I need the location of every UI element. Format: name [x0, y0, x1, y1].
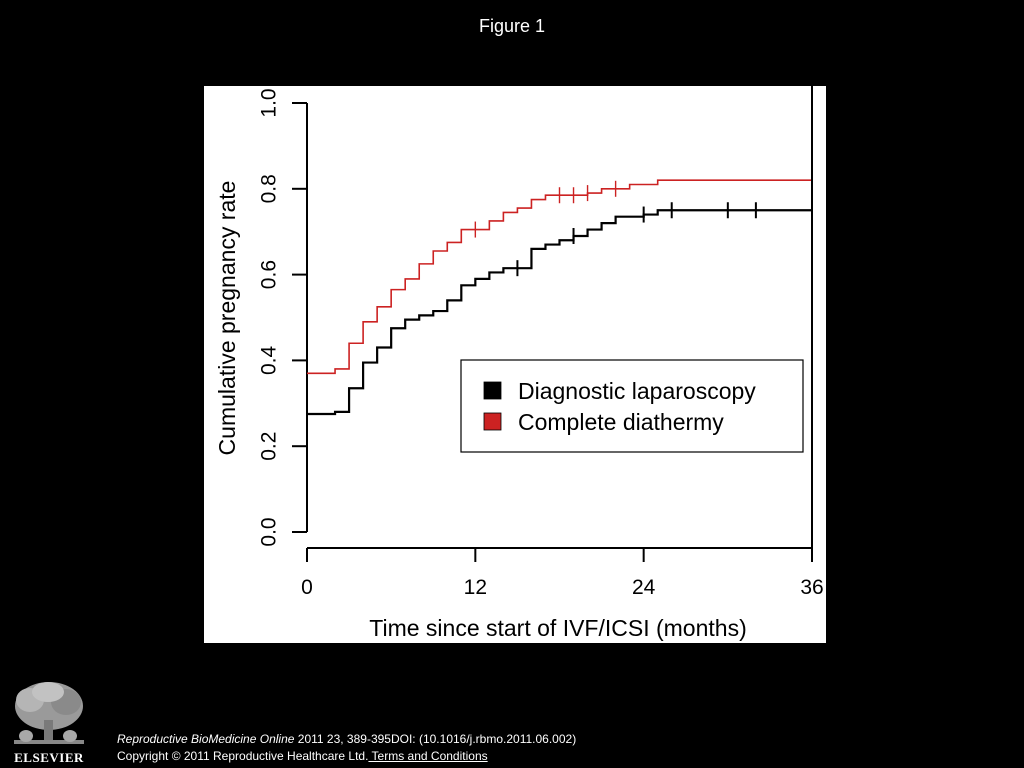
- citation-details: 2011 23, 389-395DOI: (10.1016/j.rbmo.201…: [294, 732, 577, 746]
- series-line-diagnostic-laparoscopy: [307, 209, 812, 416]
- figure-title: Figure 1: [478, 16, 546, 36]
- legend-swatch-diagnostic-laparoscopy: [483, 381, 502, 400]
- y-tick-label: 0.8: [257, 174, 280, 203]
- legend-box: [460, 359, 804, 453]
- km-chart: Cumulative pregnancy rate Time since sta…: [204, 86, 826, 643]
- legend-label-complete-diathermy: Complete diathermy: [518, 409, 724, 435]
- copyright-text: Copyright © 2011 Reproductive Healthcare…: [117, 749, 369, 763]
- series-layer: [307, 86, 813, 562]
- x-axis-title: Time since start of IVF/ICSI (months): [369, 615, 746, 641]
- x-tick-label: 0: [301, 576, 313, 599]
- y-axis-ticks: 0.0 0.2 0.4 0.6 0.8 1.0: [257, 88, 307, 547]
- y-axis-title: Cumulative pregnancy rate: [214, 181, 240, 456]
- legend: Diagnostic laparoscopy Complete diatherm…: [460, 359, 804, 453]
- terms-and-conditions-link[interactable]: Terms and Conditions: [368, 749, 488, 763]
- citation-line: Reproductive BioMedicine Online 2011 23,…: [117, 731, 576, 748]
- x-tick-label: 24: [632, 576, 656, 599]
- y-tick-label: 0.4: [257, 345, 280, 375]
- x-tick-label: 36: [800, 576, 823, 599]
- series-line-complete-diathermy: [307, 179, 812, 375]
- y-tick-label: 0.2: [257, 432, 280, 461]
- legend-label-diagnostic-laparoscopy: Diagnostic laparoscopy: [518, 378, 756, 404]
- x-tick-label: 12: [464, 576, 487, 599]
- y-tick-label: 1.0: [257, 88, 280, 117]
- citation-block: Reproductive BioMedicine Online 2011 23,…: [117, 731, 576, 765]
- elsevier-wordmark: ELSEVIER: [14, 750, 84, 765]
- y-tick-label: 0.0: [257, 517, 280, 546]
- copyright-line: Copyright © 2011 Reproductive Healthcare…: [117, 748, 576, 765]
- journal-name: Reproductive BioMedicine Online: [117, 732, 295, 746]
- y-tick-label: 0.6: [257, 260, 280, 289]
- x-axis-ticks: 0 12 24 36: [301, 548, 824, 599]
- elsevier-logo: ELSEVIER: [14, 682, 84, 765]
- legend-swatch-complete-diathermy: [483, 412, 502, 431]
- elsevier-tree-icon: [14, 682, 84, 744]
